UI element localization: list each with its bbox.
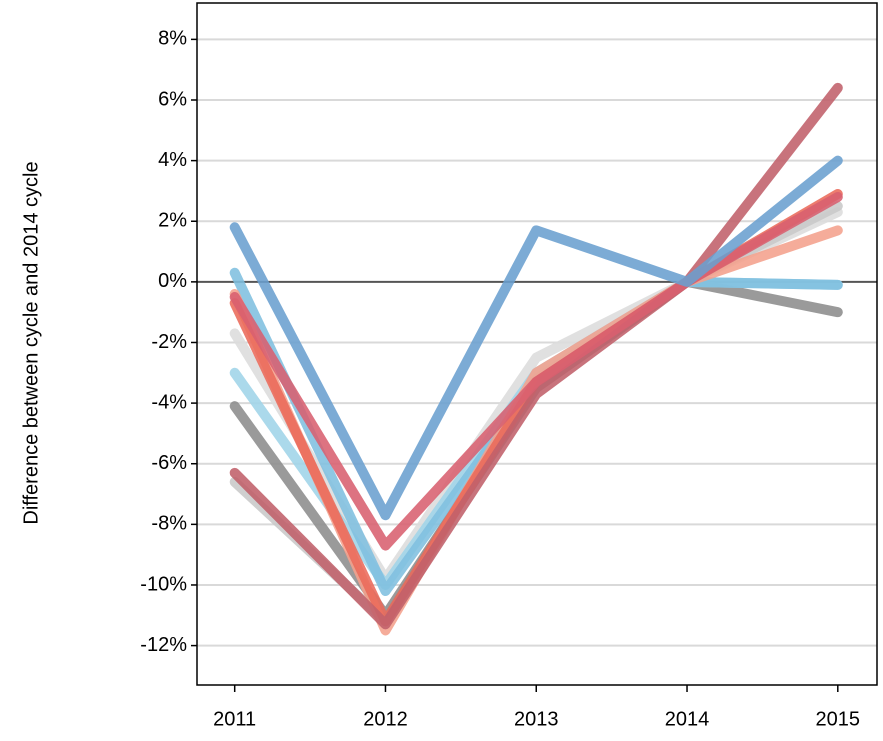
y-tick-label: 8%	[158, 28, 187, 50]
y-tick-label: -12%	[140, 634, 187, 656]
y-tick-label: -4%	[151, 391, 187, 413]
series-line	[229, 82, 843, 630]
y-tick-label: -10%	[140, 573, 187, 595]
y-tick-label: 2%	[158, 210, 187, 232]
y-tick-label: 4%	[158, 149, 187, 171]
y-tick-label: -8%	[151, 513, 187, 535]
x-tick-label: 2013	[514, 708, 559, 730]
x-tick-label: 2015	[816, 708, 861, 730]
plot-frame	[196, 2, 878, 686]
series-line	[229, 267, 843, 597]
y-tick-label: -6%	[151, 452, 187, 474]
series-line	[229, 155, 843, 521]
x-tick-label: 2014	[665, 708, 710, 730]
y-axis-label: Difference between cycle and 2014 cycle	[20, 161, 42, 524]
series-line	[229, 191, 843, 551]
x-tick-label: 2011	[213, 708, 256, 730]
y-tick-label: 6%	[158, 88, 187, 110]
y-tick-label: 0%	[158, 270, 187, 292]
x-tick-label: 2012	[363, 708, 408, 730]
y-tick-label: -2%	[151, 331, 187, 353]
